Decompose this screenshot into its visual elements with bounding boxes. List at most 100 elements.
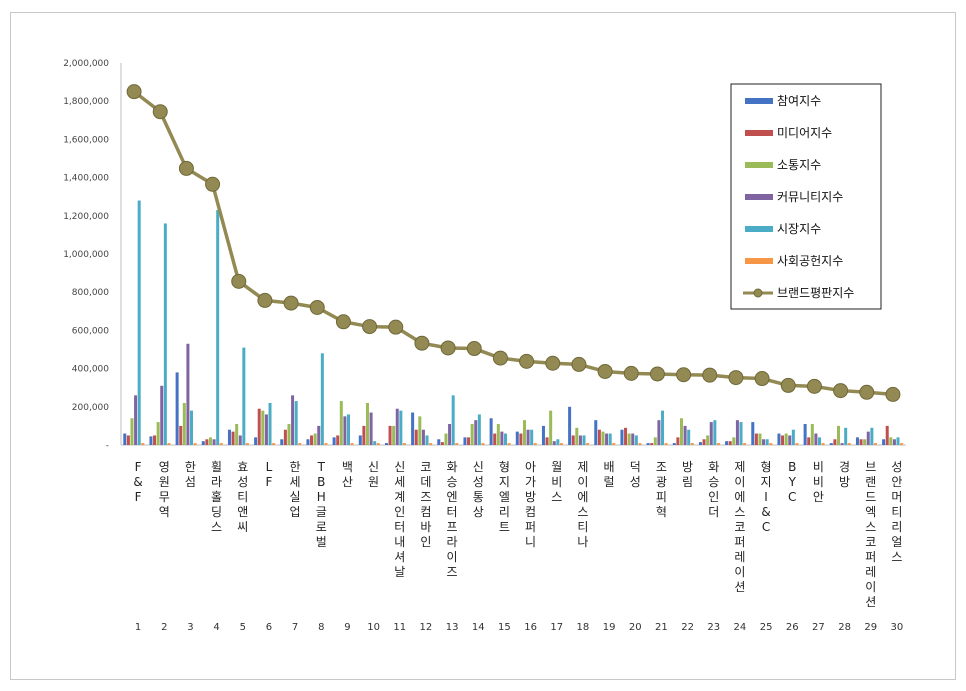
bar bbox=[411, 412, 415, 445]
bar bbox=[467, 437, 471, 445]
bar bbox=[634, 435, 638, 445]
bar bbox=[186, 343, 190, 445]
bar bbox=[437, 439, 441, 445]
bar bbox=[254, 437, 258, 445]
bar bbox=[545, 437, 549, 445]
bar bbox=[339, 401, 343, 445]
line-point bbox=[283, 295, 299, 311]
bar bbox=[429, 443, 433, 445]
bar bbox=[347, 414, 351, 445]
bar bbox=[541, 425, 545, 445]
bar bbox=[627, 433, 631, 445]
legend-swatch bbox=[745, 162, 773, 168]
legend-swatch bbox=[745, 130, 773, 136]
bar bbox=[153, 435, 157, 445]
line-point bbox=[806, 378, 822, 394]
bar bbox=[803, 423, 807, 445]
bar bbox=[444, 433, 448, 445]
y-tick-label: - bbox=[106, 441, 109, 451]
bar bbox=[788, 435, 792, 445]
bar bbox=[448, 423, 452, 445]
bar bbox=[728, 441, 732, 445]
bar bbox=[343, 416, 347, 445]
bar bbox=[350, 443, 354, 445]
rank-label: 13 bbox=[446, 622, 459, 633]
bar bbox=[306, 439, 310, 445]
bar bbox=[807, 437, 811, 445]
bar bbox=[190, 410, 194, 445]
bar bbox=[687, 429, 691, 445]
bar bbox=[571, 435, 575, 445]
bar bbox=[287, 423, 291, 445]
bar bbox=[765, 439, 769, 445]
bar bbox=[156, 422, 160, 445]
bar bbox=[735, 420, 739, 445]
bar bbox=[892, 439, 896, 445]
legend-label: 참여지수 bbox=[777, 94, 821, 108]
line-point bbox=[440, 340, 456, 356]
bar bbox=[235, 423, 239, 445]
bar bbox=[365, 402, 369, 445]
bar bbox=[418, 416, 422, 445]
bar bbox=[320, 353, 324, 445]
legend-label: 커뮤니티지수 bbox=[777, 190, 843, 204]
bar bbox=[507, 443, 511, 445]
bar bbox=[201, 441, 205, 445]
bar bbox=[739, 422, 743, 445]
bars-layer bbox=[123, 200, 904, 445]
bar bbox=[676, 437, 680, 445]
y-tick-label: 1,800,000 bbox=[63, 97, 109, 107]
y-tick-label: 1,000,000 bbox=[63, 250, 109, 260]
bar bbox=[829, 443, 833, 445]
bar bbox=[683, 425, 687, 445]
bar bbox=[889, 437, 893, 445]
line-point bbox=[885, 386, 901, 402]
rank-label: 10 bbox=[367, 622, 380, 633]
line-point bbox=[597, 363, 613, 379]
bar bbox=[193, 443, 197, 445]
bar bbox=[463, 437, 467, 445]
bar bbox=[332, 437, 336, 445]
bar bbox=[650, 443, 654, 445]
bar bbox=[126, 435, 130, 445]
bar bbox=[500, 431, 504, 445]
bar bbox=[245, 443, 249, 445]
rank-label: 22 bbox=[681, 622, 694, 633]
line-point bbox=[519, 353, 535, 369]
bar bbox=[751, 422, 755, 445]
bar bbox=[481, 443, 485, 445]
bar bbox=[440, 442, 444, 445]
bar bbox=[137, 200, 141, 445]
bar bbox=[552, 441, 556, 445]
bar bbox=[840, 443, 844, 445]
line-point bbox=[205, 176, 221, 192]
legend-swatch bbox=[745, 194, 773, 200]
line-point bbox=[231, 273, 247, 289]
bar bbox=[847, 443, 851, 445]
legend-label: 브랜드평판지수 bbox=[777, 286, 854, 300]
bar bbox=[859, 439, 863, 445]
y-tick-label: 200,000 bbox=[72, 403, 109, 413]
bar bbox=[399, 410, 403, 445]
bar bbox=[489, 418, 493, 445]
line-point bbox=[257, 292, 273, 308]
bar bbox=[896, 437, 900, 445]
bar bbox=[814, 433, 818, 445]
rank-label: 5 bbox=[240, 622, 246, 633]
bar bbox=[661, 410, 665, 445]
bar bbox=[216, 210, 220, 445]
bar bbox=[608, 433, 612, 445]
bar bbox=[624, 427, 628, 445]
bar bbox=[425, 435, 429, 445]
bar bbox=[212, 439, 216, 445]
